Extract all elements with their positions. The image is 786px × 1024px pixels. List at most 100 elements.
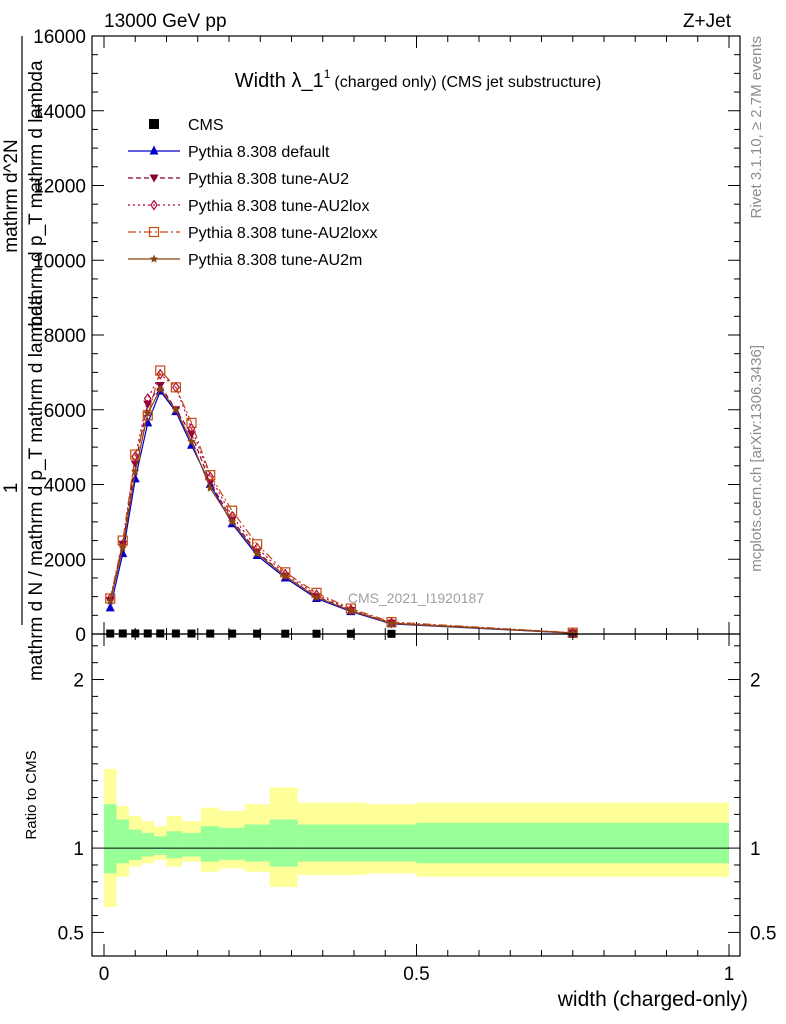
legend-label: CMS — [188, 117, 224, 134]
legend-marker — [149, 254, 159, 263]
legend: CMS Pythia 8.308 default Pythia 8.308 tune… — [128, 117, 377, 269]
data-point — [131, 450, 140, 463]
inner-band-bin — [416, 822, 729, 864]
legend-label: Pythia 8.308 tune-AU2 — [188, 171, 349, 188]
inner-band-bin — [166, 831, 183, 859]
main-title-text: Width λ_1 — [235, 70, 324, 92]
ratio-y-tick-label-right: 2 — [750, 671, 761, 692]
watermark: CMS_2021_I1920187 — [348, 590, 484, 606]
data-point — [206, 471, 215, 483]
data-point — [187, 437, 196, 446]
y-tick-label: 12000 — [33, 177, 86, 198]
data-point — [118, 548, 128, 558]
ratio-y-tick-label: 2 — [73, 671, 84, 692]
data-point — [227, 517, 237, 526]
inner-band-bin — [329, 824, 367, 862]
legend-item: Pythia 8.308 tune-AU2m — [128, 252, 362, 269]
data-point — [252, 539, 263, 550]
data-point — [205, 470, 216, 481]
inner-band-bin — [141, 832, 154, 857]
data-point — [252, 549, 262, 558]
y-tick-label: 2000 — [44, 550, 86, 571]
legend-marker — [149, 174, 159, 183]
main-y-axis-label: 1 mathrm d N / mathrm d p_T mathrm d lam… — [1, 36, 47, 681]
y-tick-label: 4000 — [44, 476, 86, 497]
ratio-y-tick-label: 0.5 — [58, 923, 84, 944]
series-line — [109, 373, 573, 634]
data-point — [312, 592, 321, 601]
mcplots-label: mcplots.cern.ch [arXiv:1306.3436] — [748, 345, 765, 572]
data-point — [346, 606, 356, 615]
data-point — [130, 449, 141, 460]
ylabel-line-1: 1 — [1, 483, 22, 494]
data-point — [170, 382, 181, 393]
ratio-axis-ticks — [92, 634, 740, 956]
main-axis-ticks — [92, 35, 740, 635]
legend-item: Pythia 8.308 tune-AU2loxx — [128, 225, 377, 242]
main-title-superscript: 1 — [324, 67, 331, 81]
main-y-tick-labels: 0 2000 4000 6000 8000 10000 12000 14000 16000 — [33, 27, 86, 646]
ratio-plot: 0.5 0.5 1 1 2 2 0 0.5 1 Ratio to CMS width (cha… — [23, 633, 777, 1011]
data-point — [106, 596, 115, 605]
data-point — [143, 409, 152, 418]
y-tick-label: 8000 — [44, 326, 86, 347]
inner-band-bin — [182, 832, 201, 857]
legend-item: Pythia 8.308 default — [128, 144, 330, 161]
data-point — [281, 568, 290, 580]
x-tick-label: 0.5 — [403, 964, 429, 985]
series-line — [109, 389, 573, 634]
ratio-y-tick-label-right: 0.5 — [750, 923, 776, 944]
legend-marker — [150, 199, 158, 211]
data-point — [387, 619, 396, 628]
y-tick-label: 16000 — [33, 27, 86, 48]
y-tick-label: 0 — [75, 625, 86, 646]
legend-marker — [149, 119, 159, 129]
data-point — [186, 417, 197, 428]
inner-band-bin — [200, 826, 220, 862]
ylabel-line-4: mathrm d p_T mathrm d lambda — [26, 60, 47, 331]
data-point — [281, 571, 290, 580]
inner-band-bin — [269, 819, 298, 867]
data-point — [118, 543, 127, 552]
data-point — [171, 405, 181, 414]
x-axis-label: width (charged-only) — [557, 988, 748, 1011]
ratio-bands — [104, 768, 729, 908]
inner-band-bin — [297, 824, 329, 862]
inner-band-bin — [104, 804, 117, 874]
ratio-y-tick-label-right: 1 — [750, 839, 761, 860]
y-tick-label: 14000 — [33, 102, 86, 123]
x-tick-label: 1 — [724, 964, 735, 985]
rivet-label: Rivet 3.1.10, ≥ 2.7M events — [748, 36, 765, 219]
data-point — [143, 392, 152, 405]
series-5 — [106, 384, 577, 637]
ratio-plot-frame — [91, 633, 741, 957]
legend-item: CMS — [149, 117, 224, 134]
inner-band-bin — [244, 824, 270, 862]
ratio-y-tick-labels: 0.5 0.5 1 1 2 2 — [58, 671, 777, 945]
data-point — [131, 466, 140, 476]
main-series-layer — [105, 365, 578, 639]
ratio-y-axis-label: Ratio to CMS — [23, 750, 40, 839]
legend-label: Pythia 8.308 default — [188, 144, 330, 161]
legend-marker — [149, 145, 159, 155]
series-line — [109, 388, 573, 634]
ylabel-line-3: mathrm d^2N — [1, 139, 22, 252]
main-title: Width λ_11 (charged only) (CMS jet substr… — [235, 67, 601, 92]
inner-band-bin — [116, 819, 129, 864]
data-point — [387, 617, 396, 629]
y-tick-label: 10000 — [33, 251, 86, 272]
legend-item: Pythia 8.308 tune-AU2 — [128, 171, 349, 188]
ratio-y-tick-label: 1 — [73, 839, 84, 860]
y-tick-label: 6000 — [44, 401, 86, 422]
legend-item: Pythia 8.308 tune-AU2lox — [128, 198, 369, 215]
data-point — [227, 505, 238, 516]
inner-band-bin — [366, 824, 417, 862]
data-point — [206, 483, 215, 492]
x-tick-label: 0 — [99, 964, 110, 985]
header-right-label: Z+Jet — [683, 11, 732, 32]
main-plot: 0 2000 4000 6000 8000 10000 12000 14000 16000 CM… — [1, 27, 741, 681]
series-2 — [105, 381, 578, 638]
data-point — [105, 602, 115, 612]
inner-band-bin — [154, 836, 167, 855]
